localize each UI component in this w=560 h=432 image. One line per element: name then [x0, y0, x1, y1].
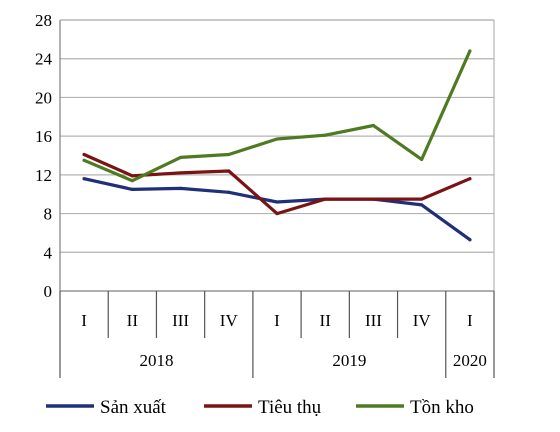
x-category-label: III — [365, 311, 382, 330]
x-group-label: 2018 — [139, 351, 173, 370]
data-point — [275, 200, 279, 204]
y-tick-label: 16 — [35, 127, 52, 146]
data-point — [371, 197, 376, 201]
legend-label: Tiêu thụ — [258, 397, 322, 418]
data-point — [82, 158, 86, 162]
y-tick-label: 24 — [35, 50, 53, 69]
data-point — [420, 203, 424, 207]
series-line-2 — [82, 49, 472, 183]
data-point — [130, 174, 134, 178]
data-point — [468, 49, 472, 53]
x-category-label: I — [467, 311, 473, 330]
data-point — [371, 123, 376, 128]
x-category-label: III — [172, 311, 189, 330]
series-lines — [82, 49, 472, 242]
x-category-label: I — [274, 311, 280, 330]
x-category-label: II — [127, 311, 139, 330]
data-point — [130, 187, 134, 191]
data-point — [275, 211, 279, 216]
data-point — [82, 177, 86, 181]
data-point — [178, 171, 183, 175]
x-category-label: IV — [413, 311, 432, 330]
y-tick-label: 8 — [44, 205, 53, 224]
data-point — [468, 238, 472, 242]
x-group-label: 2019 — [332, 351, 366, 370]
legend-label: Sản xuất — [100, 397, 167, 418]
data-point — [227, 190, 231, 194]
data-point — [323, 197, 327, 201]
y-tick-label: 28 — [35, 11, 52, 30]
y-tick-label: 4 — [44, 243, 53, 262]
data-point — [420, 157, 424, 161]
legend-label: Tồn kho — [410, 397, 474, 418]
y-tick-labels: 0 4 8 12 16 20 24 28 — [35, 11, 53, 301]
axes — [59, 19, 495, 292]
data-point — [227, 152, 231, 157]
series-line-0 — [82, 177, 472, 242]
data-point — [468, 177, 472, 181]
data-point — [130, 179, 134, 183]
data-point — [227, 169, 231, 173]
data-point — [178, 186, 183, 191]
legend: Sản xuất Tiêu thụ Tồn kho — [46, 397, 474, 418]
y-tick-label: 0 — [44, 282, 53, 301]
data-point — [323, 133, 327, 137]
data-point — [275, 137, 279, 141]
y-tick-label: 12 — [35, 166, 52, 185]
x-category-label: I — [81, 311, 87, 330]
gridlines — [60, 19, 494, 253]
x-category-label: II — [320, 311, 332, 330]
x-category-label: IV — [220, 311, 239, 330]
data-point — [82, 152, 86, 157]
data-point — [178, 155, 183, 160]
y-tick-label: 20 — [35, 88, 52, 107]
x-group-label: 2020 — [453, 351, 487, 370]
data-point — [420, 197, 424, 201]
